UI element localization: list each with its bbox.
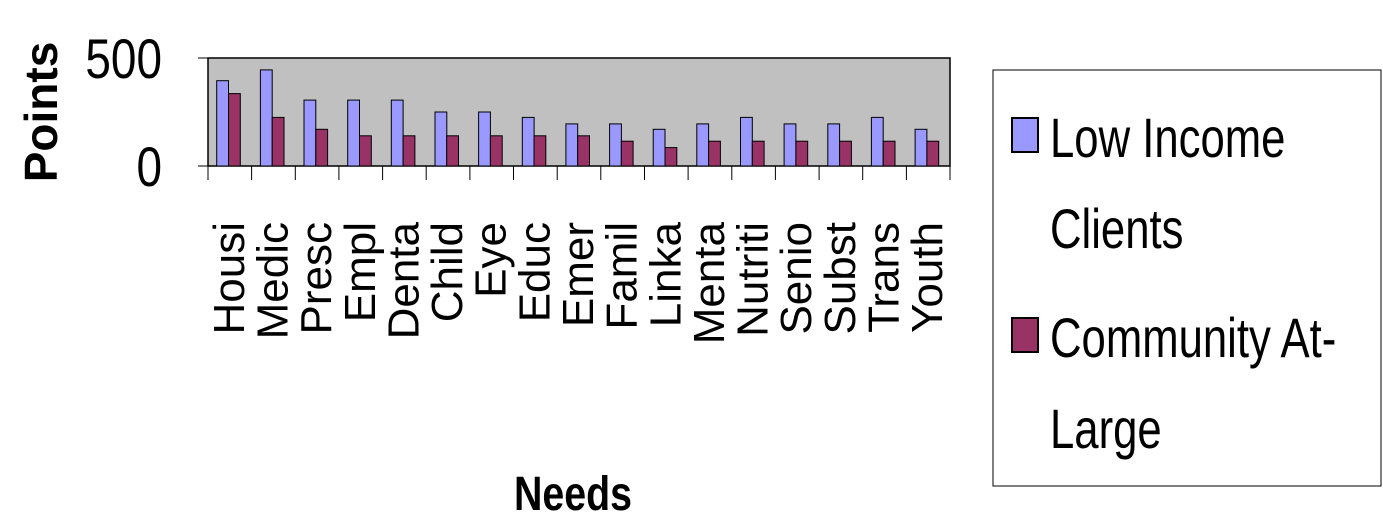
bar-low-income-clients-senio: [783, 123, 797, 167]
x-tick-label-presc: Presc: [292, 222, 341, 334]
x-tick-label-senio: Senio: [772, 222, 821, 335]
x-tick-label-youth: Youth: [903, 222, 952, 333]
x-tick-label-housi: Housi: [205, 222, 254, 335]
bar-low-income-clients-educ: [521, 116, 535, 167]
bar-community-at-large-denta: [402, 135, 416, 167]
bar-low-income-clients-nutriti: [740, 116, 753, 167]
bar-community-at-large-trans: [882, 140, 896, 167]
x-tick-label-educ: Educ: [510, 222, 559, 322]
x-tick-label-emer: Emer: [554, 222, 603, 327]
bar-low-income-clients-denta: [390, 99, 404, 167]
axis-layer: HousiMedicPrescEmplDentaChildEyeEducEmer…: [85, 28, 952, 345]
bar-community-at-large-child: [446, 135, 460, 167]
bar-community-at-large-subst: [839, 140, 852, 167]
legend-swatch-community-at-large: [1011, 317, 1039, 353]
bar-community-at-large-emer: [577, 135, 591, 167]
x-axis-label: Needs: [514, 467, 632, 521]
y-axis-label: Points: [15, 42, 67, 183]
bar-community-at-large-menta: [708, 140, 721, 167]
x-tick-label-child: Child: [423, 222, 472, 322]
bar-low-income-clients-eye: [478, 111, 491, 167]
bar-community-at-large-housi: [228, 93, 241, 167]
bar-community-at-large-empl: [359, 135, 372, 167]
bar-low-income-clients-linka: [652, 128, 666, 167]
bar-community-at-large-educ: [533, 135, 547, 167]
bar-community-at-large-presc: [315, 128, 329, 167]
legend-label-community-at-large-line-2: Large: [1050, 398, 1162, 460]
bar-low-income-clients-housi: [216, 80, 229, 167]
legend-swatch-low-income-clients: [1011, 117, 1039, 153]
y-tick-label-500: 500: [85, 28, 162, 90]
x-tick-label-linka: Linka: [641, 221, 690, 327]
bar-low-income-clients-subst: [827, 123, 841, 167]
legend-label-low-income-clients-line-1: Low Income: [1050, 107, 1285, 169]
bar-low-income-clients-trans: [870, 116, 884, 167]
legend-box: [992, 69, 1382, 487]
bar-low-income-clients-medic: [259, 69, 273, 167]
x-tick-label-medic: Medic: [249, 222, 298, 339]
y-tick-label-0: 0: [136, 136, 162, 198]
bar-community-at-large-senio: [795, 140, 809, 167]
bars-layer: [216, 69, 940, 167]
bar-community-at-large-nutriti: [751, 140, 765, 167]
x-tick-label-trans: Trans: [860, 222, 909, 333]
bar-low-income-clients-menta: [696, 123, 710, 167]
legend-label-low-income-clients-line-2: Clients: [1050, 198, 1183, 260]
x-tick-label-menta: Menta: [685, 221, 734, 344]
bar-low-income-clients-youth: [914, 128, 928, 167]
legend-label-community-at-large-line-1: Community At-: [1050, 307, 1336, 369]
bar-community-at-large-youth: [926, 140, 940, 167]
bar-low-income-clients-presc: [303, 99, 317, 167]
bar-community-at-large-medic: [271, 116, 285, 167]
bar-low-income-clients-famil: [609, 123, 622, 167]
bar-low-income-clients-empl: [347, 99, 361, 167]
x-tick-label-famil: Famil: [598, 222, 647, 330]
x-tick-label-eye: Eye: [467, 222, 516, 298]
bar-community-at-large-famil: [620, 140, 634, 167]
bar-community-at-large-linka: [664, 147, 678, 167]
x-tick-label-empl: Empl: [336, 222, 385, 322]
bar-community-at-large-eye: [489, 135, 503, 167]
x-tick-label-denta: Denta: [379, 221, 428, 339]
x-tick-label-subst: Subst: [816, 222, 865, 335]
x-tick-label-nutriti: Nutriti: [729, 222, 778, 337]
legend: Low Income Clients Community At- Large: [992, 69, 1382, 487]
bar-low-income-clients-emer: [565, 123, 579, 167]
bar-low-income-clients-child: [434, 111, 448, 167]
plot-area-group: HousiMedicPrescEmplDentaChildEyeEducEmer…: [85, 28, 952, 345]
